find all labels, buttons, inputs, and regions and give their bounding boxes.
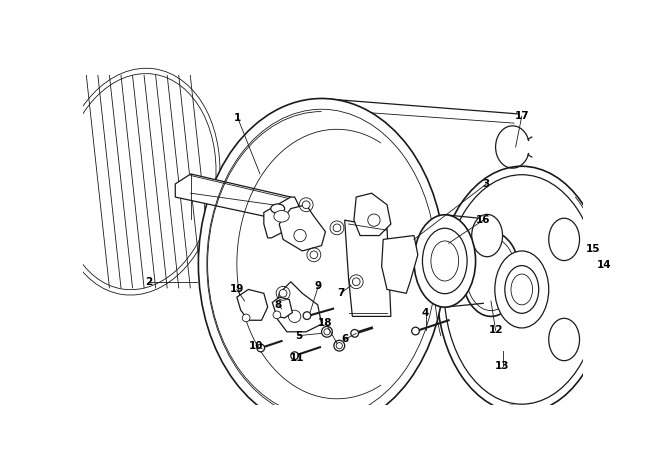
Text: 2: 2 bbox=[145, 277, 152, 287]
Ellipse shape bbox=[549, 218, 580, 261]
Circle shape bbox=[322, 326, 332, 337]
Text: 9: 9 bbox=[315, 281, 322, 291]
Ellipse shape bbox=[57, 68, 220, 295]
Circle shape bbox=[368, 214, 380, 226]
Text: 10: 10 bbox=[249, 341, 263, 351]
Text: 1: 1 bbox=[234, 113, 241, 123]
Circle shape bbox=[351, 329, 359, 337]
Ellipse shape bbox=[274, 211, 289, 222]
Polygon shape bbox=[382, 236, 418, 293]
Ellipse shape bbox=[431, 241, 459, 281]
Text: 11: 11 bbox=[290, 353, 304, 363]
Circle shape bbox=[291, 352, 298, 359]
Ellipse shape bbox=[462, 232, 520, 316]
Text: 18: 18 bbox=[318, 318, 333, 328]
Circle shape bbox=[411, 327, 419, 335]
Circle shape bbox=[242, 314, 250, 322]
Text: 19: 19 bbox=[229, 284, 244, 294]
Text: 15: 15 bbox=[586, 244, 600, 254]
Text: 3: 3 bbox=[483, 179, 490, 189]
Circle shape bbox=[273, 311, 281, 318]
Circle shape bbox=[294, 229, 306, 242]
Polygon shape bbox=[354, 193, 391, 236]
Circle shape bbox=[310, 251, 318, 258]
Text: 7: 7 bbox=[337, 288, 345, 298]
Circle shape bbox=[591, 263, 599, 270]
Circle shape bbox=[586, 274, 593, 282]
Text: 5: 5 bbox=[295, 331, 302, 341]
Text: 14: 14 bbox=[597, 260, 612, 270]
Ellipse shape bbox=[437, 166, 606, 413]
Polygon shape bbox=[264, 197, 298, 238]
Ellipse shape bbox=[271, 204, 285, 213]
Ellipse shape bbox=[198, 98, 445, 430]
Polygon shape bbox=[344, 220, 391, 316]
Circle shape bbox=[257, 344, 265, 352]
Text: 8: 8 bbox=[275, 300, 282, 310]
Circle shape bbox=[352, 278, 360, 286]
Ellipse shape bbox=[495, 251, 549, 328]
Text: 6: 6 bbox=[341, 334, 348, 344]
Circle shape bbox=[333, 224, 341, 232]
Text: 4: 4 bbox=[422, 308, 429, 318]
Ellipse shape bbox=[422, 228, 467, 293]
Text: 16: 16 bbox=[476, 215, 491, 225]
Polygon shape bbox=[237, 289, 268, 320]
Ellipse shape bbox=[414, 215, 476, 307]
Polygon shape bbox=[280, 205, 326, 251]
Circle shape bbox=[324, 329, 330, 335]
Circle shape bbox=[334, 340, 345, 351]
Circle shape bbox=[336, 343, 343, 349]
Circle shape bbox=[289, 310, 301, 323]
Polygon shape bbox=[176, 174, 291, 218]
Text: 17: 17 bbox=[514, 111, 529, 121]
Circle shape bbox=[303, 312, 311, 319]
Ellipse shape bbox=[505, 266, 539, 313]
Polygon shape bbox=[276, 282, 322, 332]
Text: 13: 13 bbox=[495, 361, 510, 371]
Ellipse shape bbox=[511, 274, 532, 305]
Circle shape bbox=[603, 258, 610, 265]
Circle shape bbox=[302, 201, 310, 208]
Text: 12: 12 bbox=[488, 325, 503, 335]
Polygon shape bbox=[272, 297, 292, 318]
Ellipse shape bbox=[472, 214, 502, 257]
Ellipse shape bbox=[549, 318, 580, 361]
Circle shape bbox=[280, 289, 287, 297]
